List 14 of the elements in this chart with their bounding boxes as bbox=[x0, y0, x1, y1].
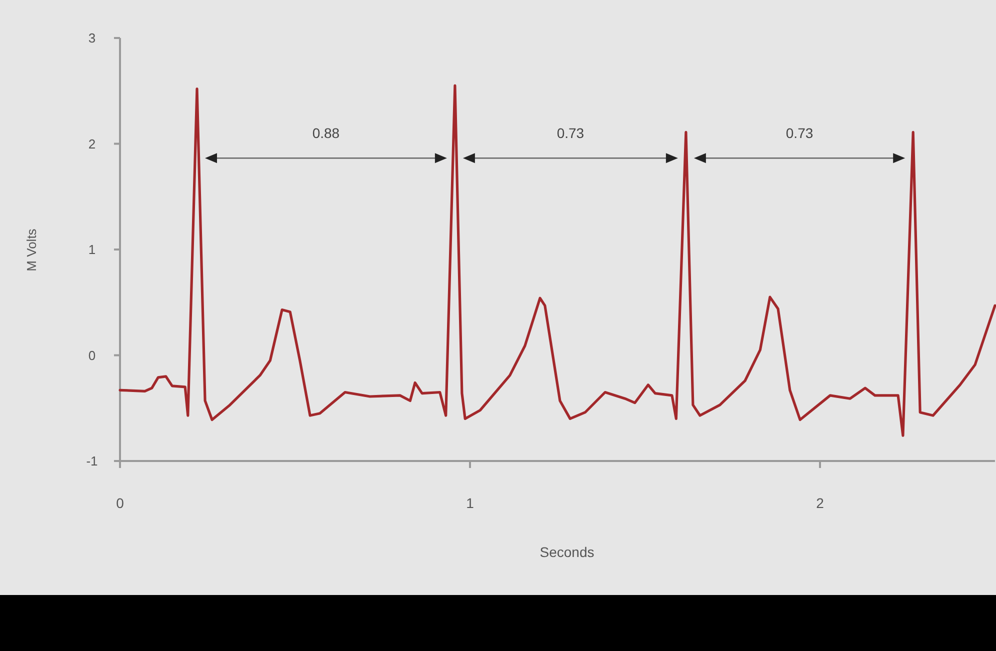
y-tick-label: 2 bbox=[88, 136, 96, 152]
y-tick-label: 1 bbox=[88, 242, 96, 258]
x-tick-label: 2 bbox=[816, 495, 824, 511]
y-tick-label: 3 bbox=[88, 30, 96, 46]
annotation: 0.73 bbox=[556, 125, 584, 142]
annotation: 0.73 bbox=[786, 125, 814, 142]
x-tick-label: 1 bbox=[466, 495, 474, 511]
annotation: 0.88 bbox=[312, 125, 340, 142]
y-tick-label: -1 bbox=[86, 454, 98, 469]
y-axis-title: M Volts bbox=[24, 228, 39, 272]
y-tick-label: 0 bbox=[88, 348, 96, 363]
line-series bbox=[118, 84, 996, 437]
x-tick-label: 0 bbox=[116, 495, 124, 511]
x-axis-title: Seconds bbox=[540, 544, 594, 560]
